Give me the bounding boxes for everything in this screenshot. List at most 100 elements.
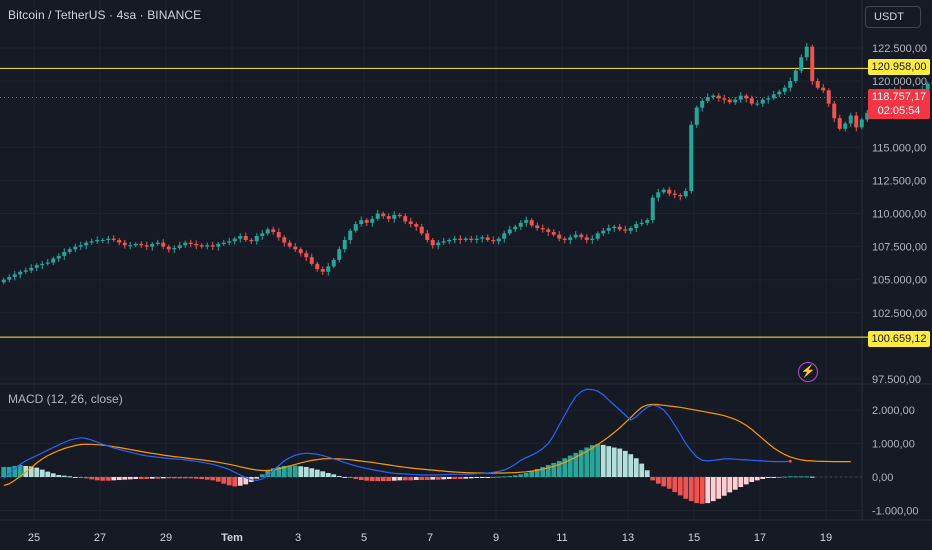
candle bbox=[430, 237, 435, 249]
histogram-bar bbox=[474, 477, 480, 479]
candle-body bbox=[342, 239, 347, 250]
candle bbox=[397, 212, 402, 219]
candle bbox=[243, 232, 248, 242]
candle-body bbox=[320, 269, 325, 272]
candle bbox=[425, 229, 430, 243]
candle bbox=[188, 239, 193, 248]
candle-body bbox=[595, 233, 600, 239]
candle-body bbox=[381, 213, 386, 217]
histogram-bar bbox=[177, 477, 183, 479]
histogram-bar bbox=[688, 477, 694, 502]
price-tick-label: 115.000,00 bbox=[872, 142, 926, 154]
candle-body bbox=[788, 81, 793, 88]
hline-label-lower[interactable]: 100.659,12 bbox=[868, 331, 930, 347]
histogram-bar bbox=[72, 477, 78, 478]
candle bbox=[452, 235, 457, 244]
time-tick-label: 11 bbox=[556, 532, 567, 544]
candle bbox=[760, 97, 765, 107]
histogram-bar bbox=[666, 477, 672, 489]
histogram-bar bbox=[776, 477, 782, 478]
candle bbox=[375, 209, 380, 221]
candle-body bbox=[716, 95, 721, 99]
candle bbox=[348, 228, 353, 244]
candle bbox=[419, 223, 424, 236]
lightning-icon[interactable]: ⚡ bbox=[798, 362, 818, 382]
histogram-bar bbox=[353, 477, 359, 480]
histogram-bar bbox=[606, 446, 612, 477]
candle bbox=[480, 235, 485, 243]
price-tick-label: 110.000,00 bbox=[872, 209, 926, 221]
candle-body bbox=[161, 242, 166, 247]
candle bbox=[551, 229, 556, 237]
candle-body bbox=[529, 220, 534, 226]
candle-body bbox=[370, 218, 375, 223]
candle-body bbox=[78, 245, 83, 247]
histogram-bar bbox=[270, 468, 276, 477]
candle bbox=[705, 93, 710, 103]
histogram-bar bbox=[375, 477, 381, 482]
symbol-header[interactable]: Bitcoin / TetherUS · 4sa · BINANCE bbox=[8, 8, 202, 22]
histogram-bar bbox=[567, 455, 573, 477]
candle bbox=[606, 224, 611, 235]
candle bbox=[672, 190, 677, 199]
candle-body bbox=[40, 263, 45, 266]
histogram-bar bbox=[149, 477, 155, 479]
candle-body bbox=[150, 243, 155, 247]
histogram-bar bbox=[424, 477, 430, 481]
candle-body bbox=[337, 249, 342, 260]
hline-label-upper[interactable]: 120.958,00 bbox=[868, 59, 930, 75]
candle bbox=[535, 222, 540, 231]
candle bbox=[67, 247, 72, 254]
candle-body bbox=[639, 222, 644, 225]
currency-button[interactable]: USDT bbox=[865, 6, 921, 28]
candle-body bbox=[45, 262, 50, 264]
candle-body bbox=[843, 123, 848, 129]
candle-body bbox=[375, 213, 380, 219]
histogram-bar bbox=[166, 477, 172, 479]
histogram-bar bbox=[116, 477, 122, 481]
candle bbox=[854, 111, 859, 132]
candle-body bbox=[430, 239, 435, 246]
candle bbox=[744, 93, 749, 103]
histogram-bar bbox=[133, 477, 139, 480]
candle-body bbox=[551, 232, 556, 235]
candle bbox=[441, 237, 446, 245]
candle-body bbox=[117, 239, 122, 243]
candle bbox=[78, 241, 83, 250]
histogram-bar bbox=[573, 452, 579, 477]
candle bbox=[155, 239, 160, 246]
price-tick-label: 112.500,00 bbox=[872, 175, 926, 187]
candle-body bbox=[832, 103, 837, 119]
candle-body bbox=[73, 246, 78, 250]
candle-body bbox=[386, 216, 391, 219]
candle bbox=[557, 231, 562, 242]
candle-body bbox=[106, 238, 111, 240]
candle-body bbox=[480, 237, 485, 239]
histogram-bar bbox=[281, 465, 287, 477]
histogram-bar bbox=[160, 477, 166, 479]
histogram-bar bbox=[540, 466, 546, 477]
candle bbox=[353, 221, 358, 233]
candle bbox=[656, 188, 661, 202]
histogram-bar bbox=[716, 477, 722, 499]
candle bbox=[518, 219, 523, 231]
histogram-bar bbox=[738, 477, 744, 488]
histogram-bar bbox=[655, 477, 661, 484]
time-tick-label: Tem bbox=[221, 532, 243, 544]
macd-title[interactable]: MACD (12, 26, close) bbox=[8, 392, 123, 406]
histogram-bar bbox=[694, 477, 700, 504]
candle-body bbox=[606, 228, 611, 231]
candle-body bbox=[738, 95, 743, 100]
candle-body bbox=[144, 245, 149, 247]
histogram-bar bbox=[584, 447, 590, 477]
candle bbox=[133, 241, 138, 248]
histogram-bar bbox=[721, 477, 727, 496]
histogram-bar bbox=[512, 475, 518, 477]
histogram-bar bbox=[78, 477, 84, 478]
signal-line bbox=[3, 403, 851, 486]
histogram-bar bbox=[534, 468, 540, 477]
histogram-bar bbox=[468, 477, 474, 479]
candle bbox=[227, 237, 232, 246]
candle-body bbox=[700, 100, 705, 108]
